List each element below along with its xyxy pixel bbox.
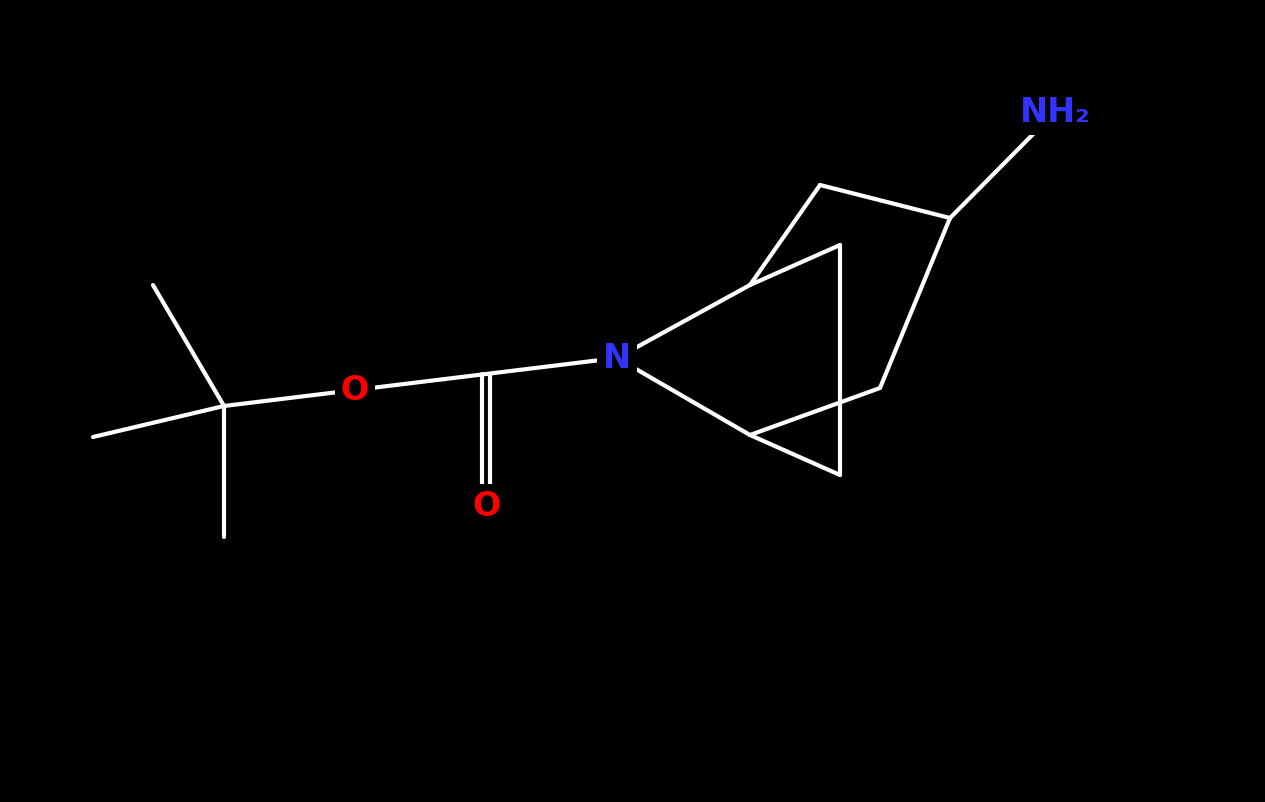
Text: O: O (472, 489, 500, 522)
Text: NH₂: NH₂ (1020, 95, 1090, 128)
Text: N: N (603, 342, 631, 375)
Text: O: O (340, 374, 369, 407)
